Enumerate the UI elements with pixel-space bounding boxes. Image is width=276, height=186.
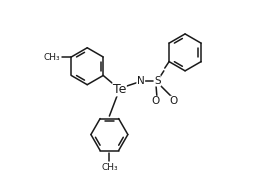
Text: O: O [152, 96, 160, 106]
Text: CH₃: CH₃ [101, 163, 118, 172]
Text: Te: Te [113, 83, 126, 96]
Text: S: S [154, 76, 161, 86]
Text: CH₃: CH₃ [44, 52, 60, 62]
Text: O: O [170, 96, 178, 106]
Text: N: N [137, 76, 145, 86]
